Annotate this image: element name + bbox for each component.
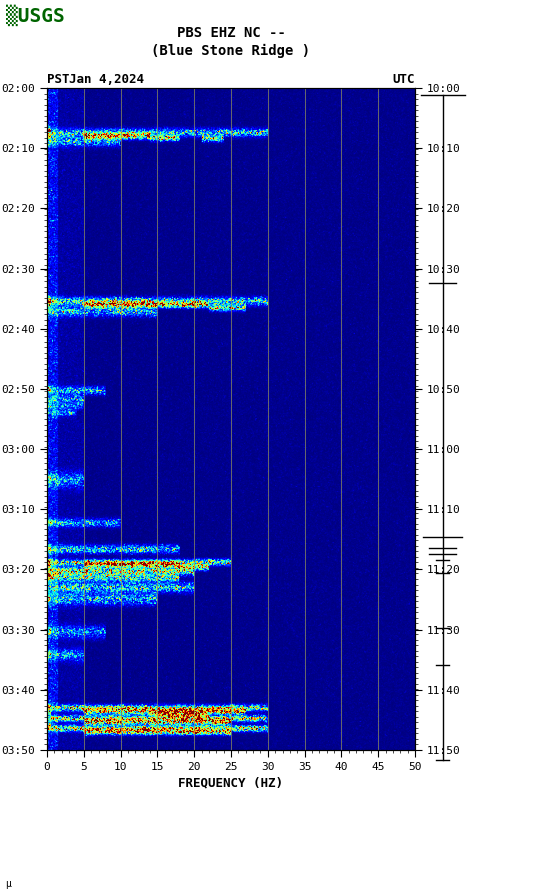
X-axis label: FREQUENCY (HZ): FREQUENCY (HZ): [178, 776, 284, 789]
Text: (Blue Stone Ridge ): (Blue Stone Ridge ): [151, 44, 311, 58]
Text: ▒USGS: ▒USGS: [6, 4, 64, 26]
Text: Jan 4,2024: Jan 4,2024: [69, 73, 144, 87]
Text: PBS EHZ NC --: PBS EHZ NC --: [177, 26, 285, 40]
Text: PST: PST: [47, 73, 70, 87]
Text: UTC: UTC: [392, 73, 415, 87]
Text: μ: μ: [6, 879, 12, 889]
